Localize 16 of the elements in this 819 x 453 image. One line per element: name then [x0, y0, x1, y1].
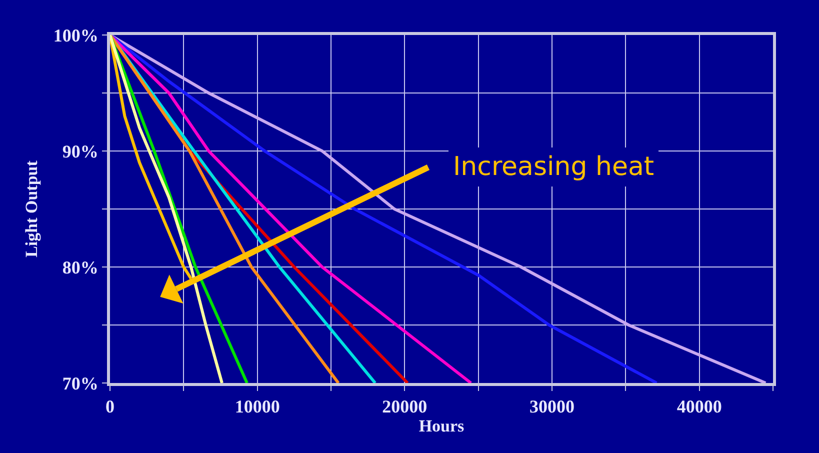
line-series: [110, 35, 249, 383]
y-tick-label: 90%: [62, 141, 98, 162]
x-tick-label: 30000: [530, 396, 574, 417]
annotation: Increasing heat: [453, 152, 654, 182]
y-axis-title: Light Output: [22, 160, 41, 258]
x-axis-title: Hours: [418, 416, 465, 436]
line-series: [110, 35, 768, 383]
y-tick-label: 80%: [62, 257, 98, 278]
x-tick-label: 0: [106, 396, 114, 417]
line-series: [110, 35, 658, 383]
y-tick-label: 100%: [53, 25, 98, 46]
y-tick-label: 70%: [62, 373, 98, 394]
line-series: [110, 35, 224, 383]
x-tick-label: 40000: [676, 396, 722, 417]
x-tick-label: 20000: [382, 396, 428, 417]
x-tick-label: 10000: [234, 396, 280, 417]
